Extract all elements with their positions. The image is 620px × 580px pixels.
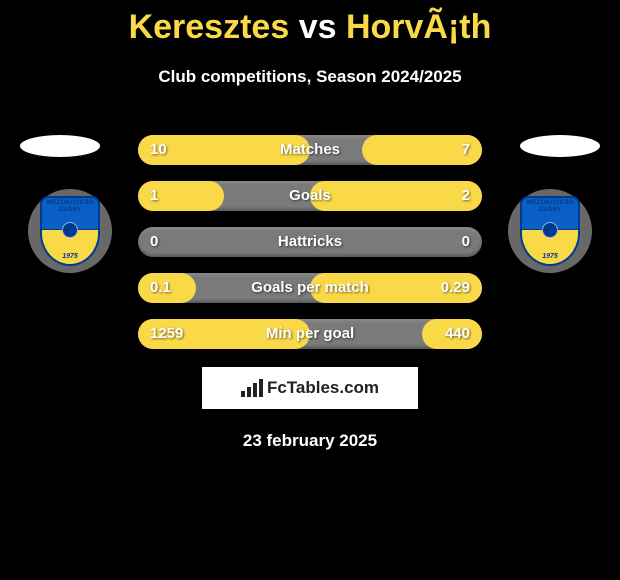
player2-name: HorvÃ¡th <box>346 8 491 46</box>
subtitle: Club competitions, Season 2024/2025 <box>0 67 620 87</box>
badge-club-name: MEZŐKÖVESD ZSÓRY <box>40 199 100 213</box>
stat-label: Matches <box>138 135 482 165</box>
player1-club-badge: MEZŐKÖVESD ZSÓRY 1975 <box>28 189 112 273</box>
football-icon <box>542 222 558 238</box>
shield-icon: MEZŐKÖVESD ZSÓRY 1975 <box>40 196 100 266</box>
stat-label: Hattricks <box>138 227 482 257</box>
player1-name: Keresztes <box>129 8 290 46</box>
stat-row: 10Matches7 <box>138 135 482 165</box>
vs-separator: vs <box>299 8 337 46</box>
badge-year: 1975 <box>40 253 100 260</box>
badge-year: 1975 <box>520 253 580 260</box>
stat-label: Goals per match <box>138 273 482 303</box>
stat-row: 1Goals2 <box>138 181 482 211</box>
stat-value-right: 0.29 <box>441 273 470 303</box>
player1-avatar <box>20 135 100 157</box>
stat-label: Goals <box>138 181 482 211</box>
date: 23 february 2025 <box>0 431 620 451</box>
stat-value-right: 7 <box>462 135 470 165</box>
stat-row: 1259Min per goal440 <box>138 319 482 349</box>
stat-value-right: 2 <box>462 181 470 211</box>
stat-value-right: 0 <box>462 227 470 257</box>
brand-text: FcTables.com <box>267 378 379 398</box>
stat-row: 0.1Goals per match0.29 <box>138 273 482 303</box>
stats-zone: MEZŐKÖVESD ZSÓRY 1975 MEZŐKÖVESD ZSÓRY 1… <box>0 135 620 349</box>
stat-value-right: 440 <box>445 319 470 349</box>
stat-label: Min per goal <box>138 319 482 349</box>
player2-avatar <box>520 135 600 157</box>
badge-club-name: MEZŐKÖVESD ZSÓRY <box>520 199 580 213</box>
shield-icon: MEZŐKÖVESD ZSÓRY 1975 <box>520 196 580 266</box>
comparison-title: Keresztes vs HorvÃ¡th <box>0 0 620 47</box>
bar-chart-icon <box>241 379 263 397</box>
football-icon <box>62 222 78 238</box>
player2-club-badge: MEZŐKÖVESD ZSÓRY 1975 <box>508 189 592 273</box>
brand-box[interactable]: FcTables.com <box>202 367 418 409</box>
stat-row: 0Hattricks0 <box>138 227 482 257</box>
